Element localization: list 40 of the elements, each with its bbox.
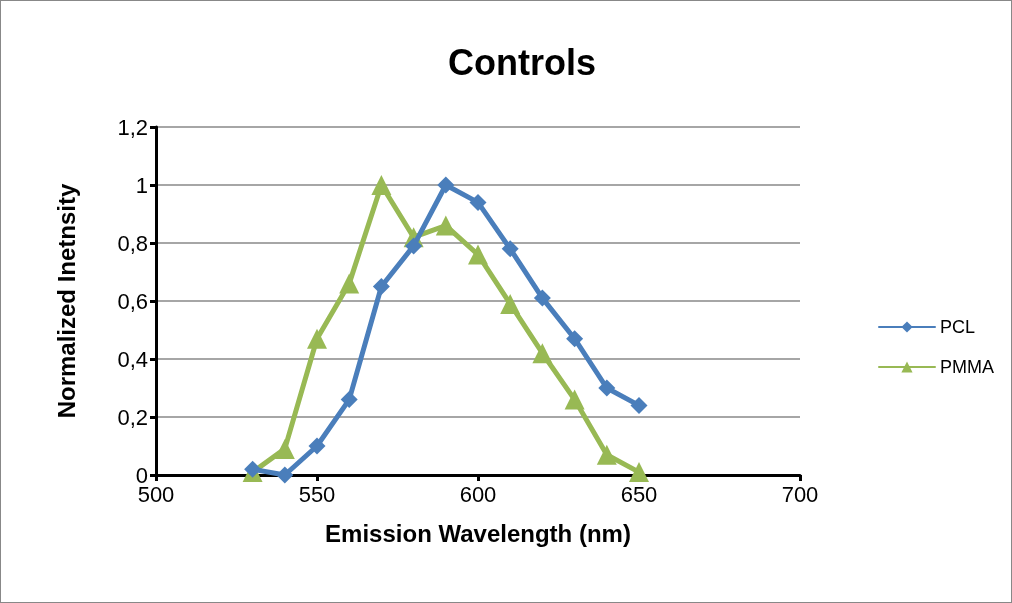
point — [405, 237, 423, 255]
point — [274, 438, 295, 459]
point — [469, 193, 487, 211]
point — [308, 437, 326, 455]
point — [630, 396, 648, 414]
point — [435, 215, 456, 236]
point — [629, 462, 649, 483]
point — [372, 278, 390, 295]
x-axis-title: Emission Wavelength (nm) — [325, 519, 631, 547]
point — [596, 444, 617, 465]
point — [501, 240, 519, 258]
point — [564, 389, 585, 410]
chart-title: Controls — [448, 41, 596, 83]
x-tick-label: 550 — [298, 481, 336, 507]
y-tick-label: 0,6 — [117, 288, 148, 314]
point — [307, 328, 327, 349]
point — [340, 391, 358, 409]
y-tick-label: 1,2 — [117, 114, 148, 140]
point — [371, 175, 392, 195]
y-axis-title: Normalized Inetnsity — [52, 182, 80, 419]
x-tick-label: 650 — [620, 481, 658, 507]
y-tick-label: 0,4 — [117, 346, 148, 372]
point — [339, 273, 360, 294]
legend-label: PMMA — [940, 357, 994, 377]
point — [500, 293, 521, 314]
point — [468, 244, 488, 265]
y-tick-label: 0,8 — [117, 230, 148, 256]
y-tick-label: 0,2 — [117, 404, 148, 430]
y-tick-label: 0 — [135, 462, 148, 488]
point — [437, 176, 455, 194]
point — [598, 379, 616, 397]
legend-label: PCL — [940, 317, 976, 337]
x-tick-label: 700 — [781, 481, 819, 507]
point — [532, 343, 553, 364]
point — [566, 330, 584, 348]
point — [244, 460, 262, 478]
point — [276, 466, 294, 484]
x-tick-label: 600 — [459, 481, 497, 507]
point — [533, 289, 551, 307]
y-tick-label: 1 — [135, 172, 148, 198]
